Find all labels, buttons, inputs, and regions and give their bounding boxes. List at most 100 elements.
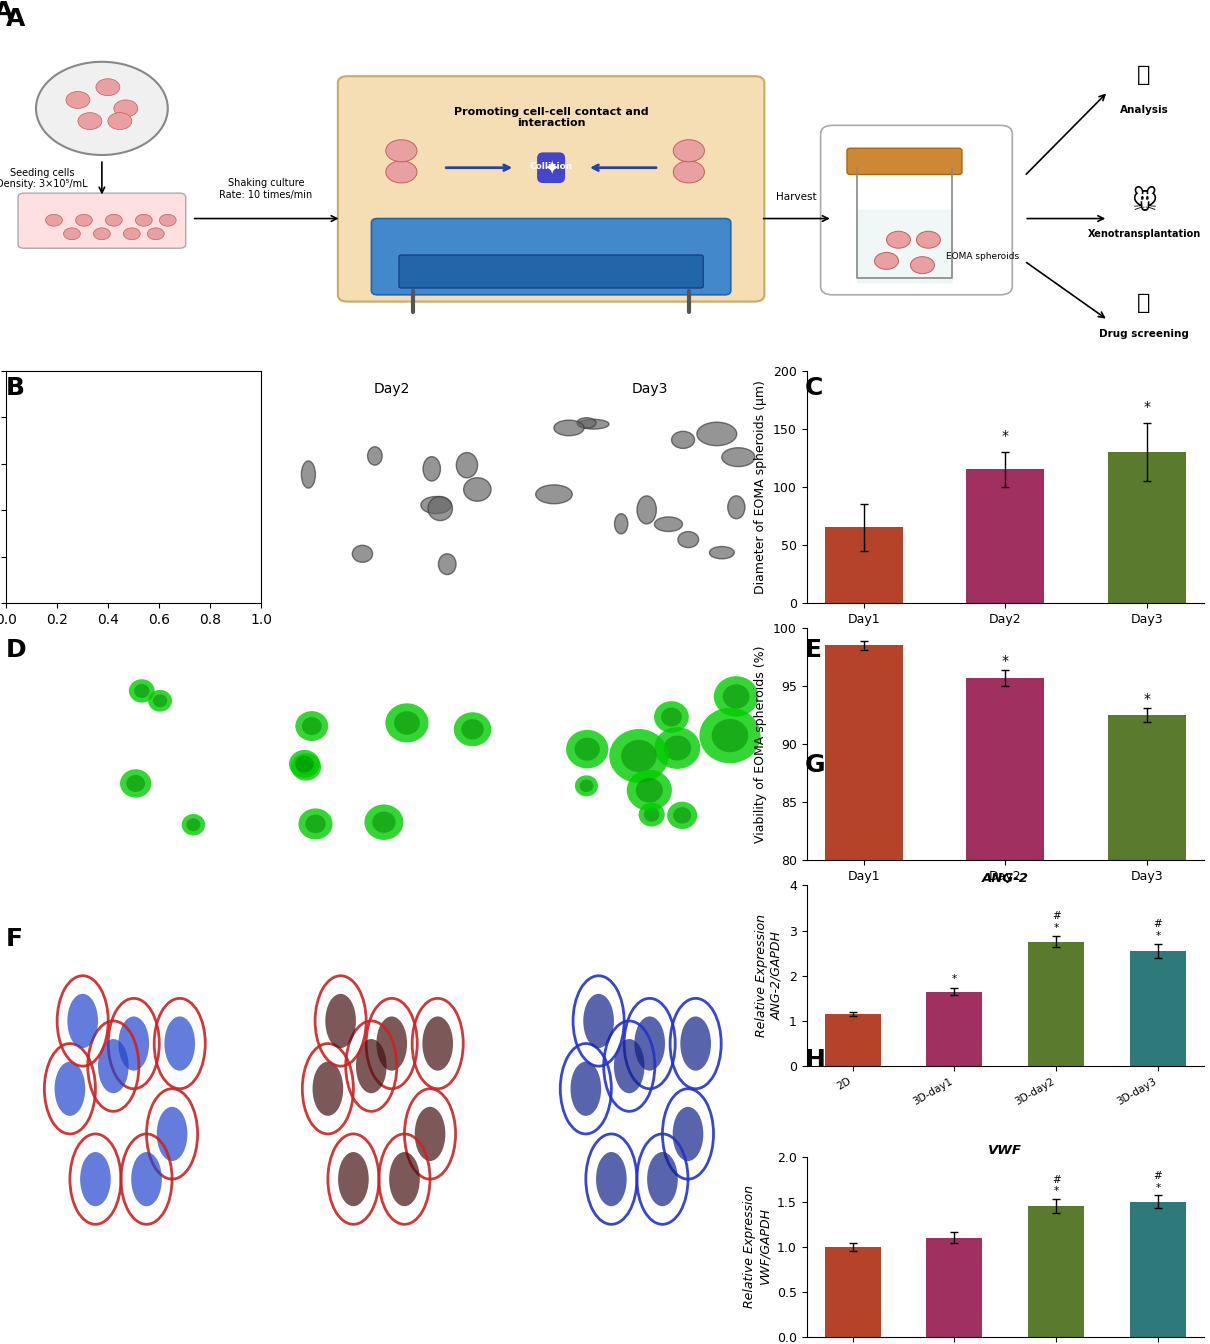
- Circle shape: [296, 759, 315, 775]
- Circle shape: [289, 750, 319, 778]
- Circle shape: [699, 708, 761, 763]
- Circle shape: [108, 113, 132, 129]
- Circle shape: [325, 993, 356, 1048]
- Circle shape: [597, 1152, 627, 1206]
- Ellipse shape: [615, 513, 628, 534]
- Text: G: G: [805, 753, 825, 777]
- Text: Collision: Collision: [530, 161, 572, 171]
- Y-axis label: Diameter of EOMA spheroids (μm): Diameter of EOMA spheroids (μm): [755, 380, 767, 594]
- Ellipse shape: [672, 431, 695, 449]
- Text: 💊: 💊: [1137, 293, 1151, 313]
- Circle shape: [376, 1016, 407, 1071]
- Ellipse shape: [578, 419, 609, 429]
- Circle shape: [36, 62, 168, 155]
- Circle shape: [386, 161, 417, 183]
- Bar: [1130, 952, 1186, 1066]
- Ellipse shape: [554, 421, 584, 435]
- Circle shape: [46, 214, 63, 226]
- Circle shape: [621, 739, 657, 773]
- Y-axis label: Relative Expression
VWF/GAPDH: Relative Expression VWF/GAPDH: [743, 1185, 771, 1309]
- Circle shape: [673, 140, 704, 161]
- Ellipse shape: [140, 450, 154, 473]
- Circle shape: [302, 718, 322, 735]
- Text: Promoting cell-cell contact and
interaction: Promoting cell-cell contact and interact…: [454, 106, 649, 128]
- Ellipse shape: [655, 517, 682, 531]
- Circle shape: [566, 730, 609, 769]
- Circle shape: [422, 1016, 453, 1071]
- Ellipse shape: [438, 554, 456, 575]
- Bar: [825, 1247, 881, 1337]
- Text: Xenotransplantation: Xenotransplantation: [1088, 230, 1200, 239]
- Text: Analysis: Analysis: [1119, 105, 1169, 114]
- Text: Drug screening: Drug screening: [1099, 329, 1189, 339]
- Text: F: F: [6, 927, 23, 952]
- FancyBboxPatch shape: [847, 148, 962, 175]
- Text: F-actin: F-actin: [368, 899, 415, 913]
- Circle shape: [454, 712, 491, 746]
- Circle shape: [157, 1107, 188, 1161]
- Circle shape: [123, 228, 140, 239]
- Circle shape: [661, 707, 682, 727]
- Text: *: *: [1143, 692, 1151, 707]
- Circle shape: [98, 1039, 128, 1093]
- Text: A: A: [0, 0, 13, 24]
- Circle shape: [356, 1039, 387, 1093]
- Ellipse shape: [424, 457, 440, 481]
- Bar: [1028, 942, 1084, 1066]
- Circle shape: [655, 702, 688, 732]
- Bar: [927, 1238, 983, 1337]
- Text: 🔬: 🔬: [1137, 65, 1151, 85]
- Circle shape: [711, 719, 748, 753]
- Bar: [1028, 1206, 1084, 1337]
- Ellipse shape: [80, 482, 100, 496]
- Text: EOMA spheroids: EOMA spheroids: [946, 253, 1020, 261]
- Circle shape: [295, 711, 328, 741]
- Ellipse shape: [301, 461, 316, 488]
- Circle shape: [655, 727, 701, 769]
- Circle shape: [93, 228, 110, 239]
- Text: Day2: Day2: [374, 382, 410, 396]
- Text: Day3: Day3: [632, 382, 668, 396]
- Text: #
*: # *: [1051, 911, 1060, 933]
- Circle shape: [667, 802, 697, 829]
- Circle shape: [148, 689, 172, 712]
- Text: #
*: # *: [1153, 1171, 1163, 1192]
- Circle shape: [610, 728, 669, 784]
- Text: #
*: # *: [1153, 919, 1163, 941]
- Circle shape: [875, 253, 899, 269]
- Circle shape: [634, 1016, 666, 1071]
- Circle shape: [673, 161, 704, 183]
- Ellipse shape: [636, 496, 656, 524]
- Text: E: E: [805, 638, 822, 663]
- Text: Merge: Merge: [113, 899, 155, 913]
- Text: Harvest: Harvest: [777, 192, 817, 202]
- Circle shape: [583, 993, 613, 1048]
- Ellipse shape: [368, 446, 382, 465]
- Circle shape: [373, 812, 396, 833]
- Circle shape: [916, 231, 940, 249]
- FancyBboxPatch shape: [18, 194, 186, 249]
- Circle shape: [160, 214, 177, 226]
- Text: 🐭: 🐭: [1131, 190, 1157, 214]
- Ellipse shape: [536, 485, 572, 504]
- Circle shape: [580, 780, 593, 792]
- Circle shape: [673, 808, 691, 824]
- Circle shape: [647, 1152, 678, 1206]
- Text: A: A: [6, 7, 25, 31]
- Text: Day1: Day1: [115, 382, 152, 396]
- Ellipse shape: [91, 415, 116, 433]
- Circle shape: [77, 113, 102, 129]
- Circle shape: [673, 1107, 703, 1161]
- FancyBboxPatch shape: [399, 255, 703, 288]
- Ellipse shape: [352, 546, 373, 562]
- Ellipse shape: [456, 453, 478, 478]
- Circle shape: [415, 1107, 445, 1161]
- Text: Shaking culture
Rate: 10 times/min: Shaking culture Rate: 10 times/min: [219, 179, 312, 200]
- Ellipse shape: [577, 418, 597, 429]
- Text: C: C: [805, 376, 823, 401]
- Circle shape: [152, 695, 167, 707]
- Bar: [1108, 715, 1186, 1344]
- Circle shape: [68, 993, 98, 1048]
- Circle shape: [54, 1062, 85, 1116]
- Bar: [825, 645, 903, 1344]
